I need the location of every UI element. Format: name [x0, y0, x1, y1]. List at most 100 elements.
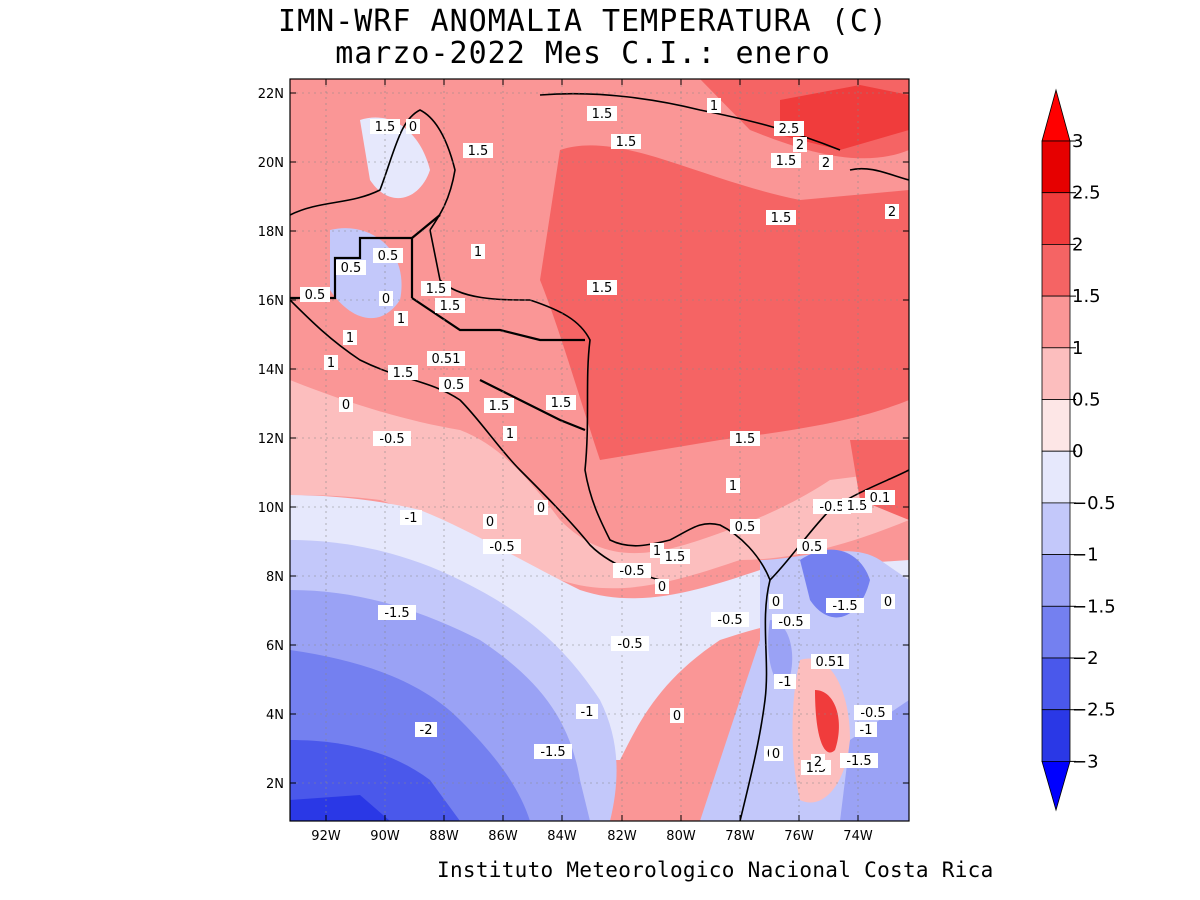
- contour-label: 1.5: [611, 134, 641, 150]
- contour-label: 1.5: [587, 280, 617, 296]
- contour-label: 0: [379, 291, 393, 307]
- contour-label-text: 1.5: [489, 399, 510, 414]
- contour-label-text: 0.5: [341, 261, 362, 276]
- contour-label: 0: [534, 500, 548, 516]
- contour-label-text: -0.5: [619, 564, 644, 579]
- contour-label: 0.1: [865, 490, 895, 506]
- contour-label-text: -1.5: [832, 599, 857, 614]
- contour-label: 0: [881, 594, 895, 610]
- contour-label-text: 1.5: [551, 396, 572, 411]
- contour-label: 0: [406, 119, 420, 135]
- contour-label: 2: [793, 137, 807, 153]
- longitude-label: 76W: [784, 829, 814, 844]
- contour-label: 1: [503, 426, 517, 442]
- band-colombia-neg-1b: [768, 620, 793, 690]
- contour-label-text: -0.5: [860, 706, 885, 721]
- anomaly-field: [290, 79, 909, 821]
- contour-label: 0: [769, 746, 783, 762]
- contour-label-text: 1: [506, 427, 514, 442]
- colorbar-label: −2: [1072, 648, 1099, 669]
- contour-label: -2: [415, 722, 437, 738]
- colorbar-segment: [1041, 709, 1071, 762]
- contour-label-text: -1: [405, 511, 418, 526]
- contour-label-text: 1.5: [375, 120, 396, 135]
- contour-label: 0: [670, 708, 684, 724]
- contour-label-text: 1.5: [735, 432, 756, 447]
- colorbar-label: −3: [1072, 751, 1099, 772]
- border-nicaragua: [479, 379, 586, 432]
- contour-label-text: 1.5: [665, 550, 686, 565]
- longitude-label: 82W: [607, 829, 637, 844]
- contour-label-text: 1.5: [468, 144, 489, 159]
- colorbar-label: 2: [1072, 234, 1083, 255]
- contour-label: 0: [769, 594, 783, 610]
- contour-label: -0.5: [611, 636, 649, 652]
- contour-label: -0.5: [711, 612, 749, 628]
- border-belize: [411, 214, 441, 239]
- latitude-label: 4N: [266, 708, 284, 723]
- latitude-label: 10N: [258, 501, 284, 516]
- longitude-label: 84W: [547, 829, 577, 844]
- contour-label: 1.5: [766, 210, 796, 226]
- longitude-label: 80W: [666, 829, 696, 844]
- axis-ticks: [290, 79, 909, 821]
- map-title-line2: marzo-2022 Mes C.I.: enero: [335, 36, 831, 71]
- contour-label: -0.5: [772, 614, 810, 630]
- contour-label: 1.5: [842, 498, 872, 514]
- contour-label-text: 1: [710, 99, 718, 114]
- contour-label-text: -0.5: [617, 637, 642, 652]
- colorbar-label: 1: [1072, 338, 1083, 359]
- band-caribbean-1-5: [540, 145, 909, 461]
- contour-label-text: 1: [729, 479, 737, 494]
- latitude-labels: 22N 20N 18N 16N 14N 12N 10N 8N 6N 4N 2N: [258, 87, 284, 792]
- latitude-label: 14N: [258, 363, 284, 378]
- contour-label-text: 1.5: [771, 211, 792, 226]
- latitude-label: 20N: [258, 156, 284, 171]
- contour-label: 1: [726, 478, 740, 494]
- colorbar-label: −0.5: [1072, 493, 1116, 514]
- colorbar-bottom-arrow: [1041, 761, 1071, 812]
- coast-hispaniola: [849, 167, 909, 181]
- colorbar-segment: [1041, 295, 1071, 349]
- contour-label-text: -2: [420, 723, 433, 738]
- contour-label: 0.51: [811, 654, 849, 670]
- contour-label: 1: [343, 330, 357, 346]
- contour-label-text: 0: [772, 747, 780, 762]
- colorbar-segment: [1041, 140, 1071, 194]
- contour-label-text: 0: [409, 120, 417, 135]
- contour-label-text: -1: [860, 723, 873, 738]
- contour-label: 1: [707, 98, 721, 114]
- contour-label: 1: [324, 355, 338, 371]
- coast-colombia-pacific: [739, 579, 771, 821]
- contour-label: 1: [471, 244, 485, 260]
- colorbar-label: 0: [1072, 441, 1083, 462]
- colorbar-top-arrow: [1041, 88, 1071, 142]
- contour-label-text: 1.5: [440, 299, 461, 314]
- contour-label-text: 1: [397, 312, 405, 327]
- contour-label: -0.5: [813, 499, 851, 515]
- contour-label-text: 0.5: [305, 288, 326, 303]
- contour-label: -0.5: [613, 563, 651, 579]
- contour-label: -0.5: [483, 539, 521, 555]
- contour-label: -1: [400, 510, 422, 526]
- longitude-label: 90W: [370, 829, 400, 844]
- contour-label: 1.5: [546, 395, 576, 411]
- contour-label-text: 1.5: [776, 154, 797, 169]
- contour-label-text: 2: [814, 755, 822, 770]
- contour-label-text: 2: [888, 205, 896, 220]
- contour-label: -1: [576, 704, 598, 720]
- latitude-label: 22N: [258, 87, 284, 102]
- contour-label-text: 2: [822, 156, 830, 171]
- contour-label: 1.5: [463, 143, 493, 159]
- plot-frame: [289, 78, 910, 822]
- contour-label-text: 1.5: [592, 281, 613, 296]
- contour-label: -1: [774, 674, 796, 690]
- colorbar-label: 2.5: [1072, 183, 1101, 204]
- contour-label-text: 0: [382, 292, 390, 307]
- longitude-label: 92W: [311, 829, 341, 844]
- longitude-label: 74W: [843, 829, 873, 844]
- contour-label: 0.5: [300, 287, 330, 303]
- contour-label: 0.5: [373, 248, 403, 264]
- contour-label: 1.5: [587, 106, 617, 122]
- contour-label: -1.5: [840, 753, 878, 769]
